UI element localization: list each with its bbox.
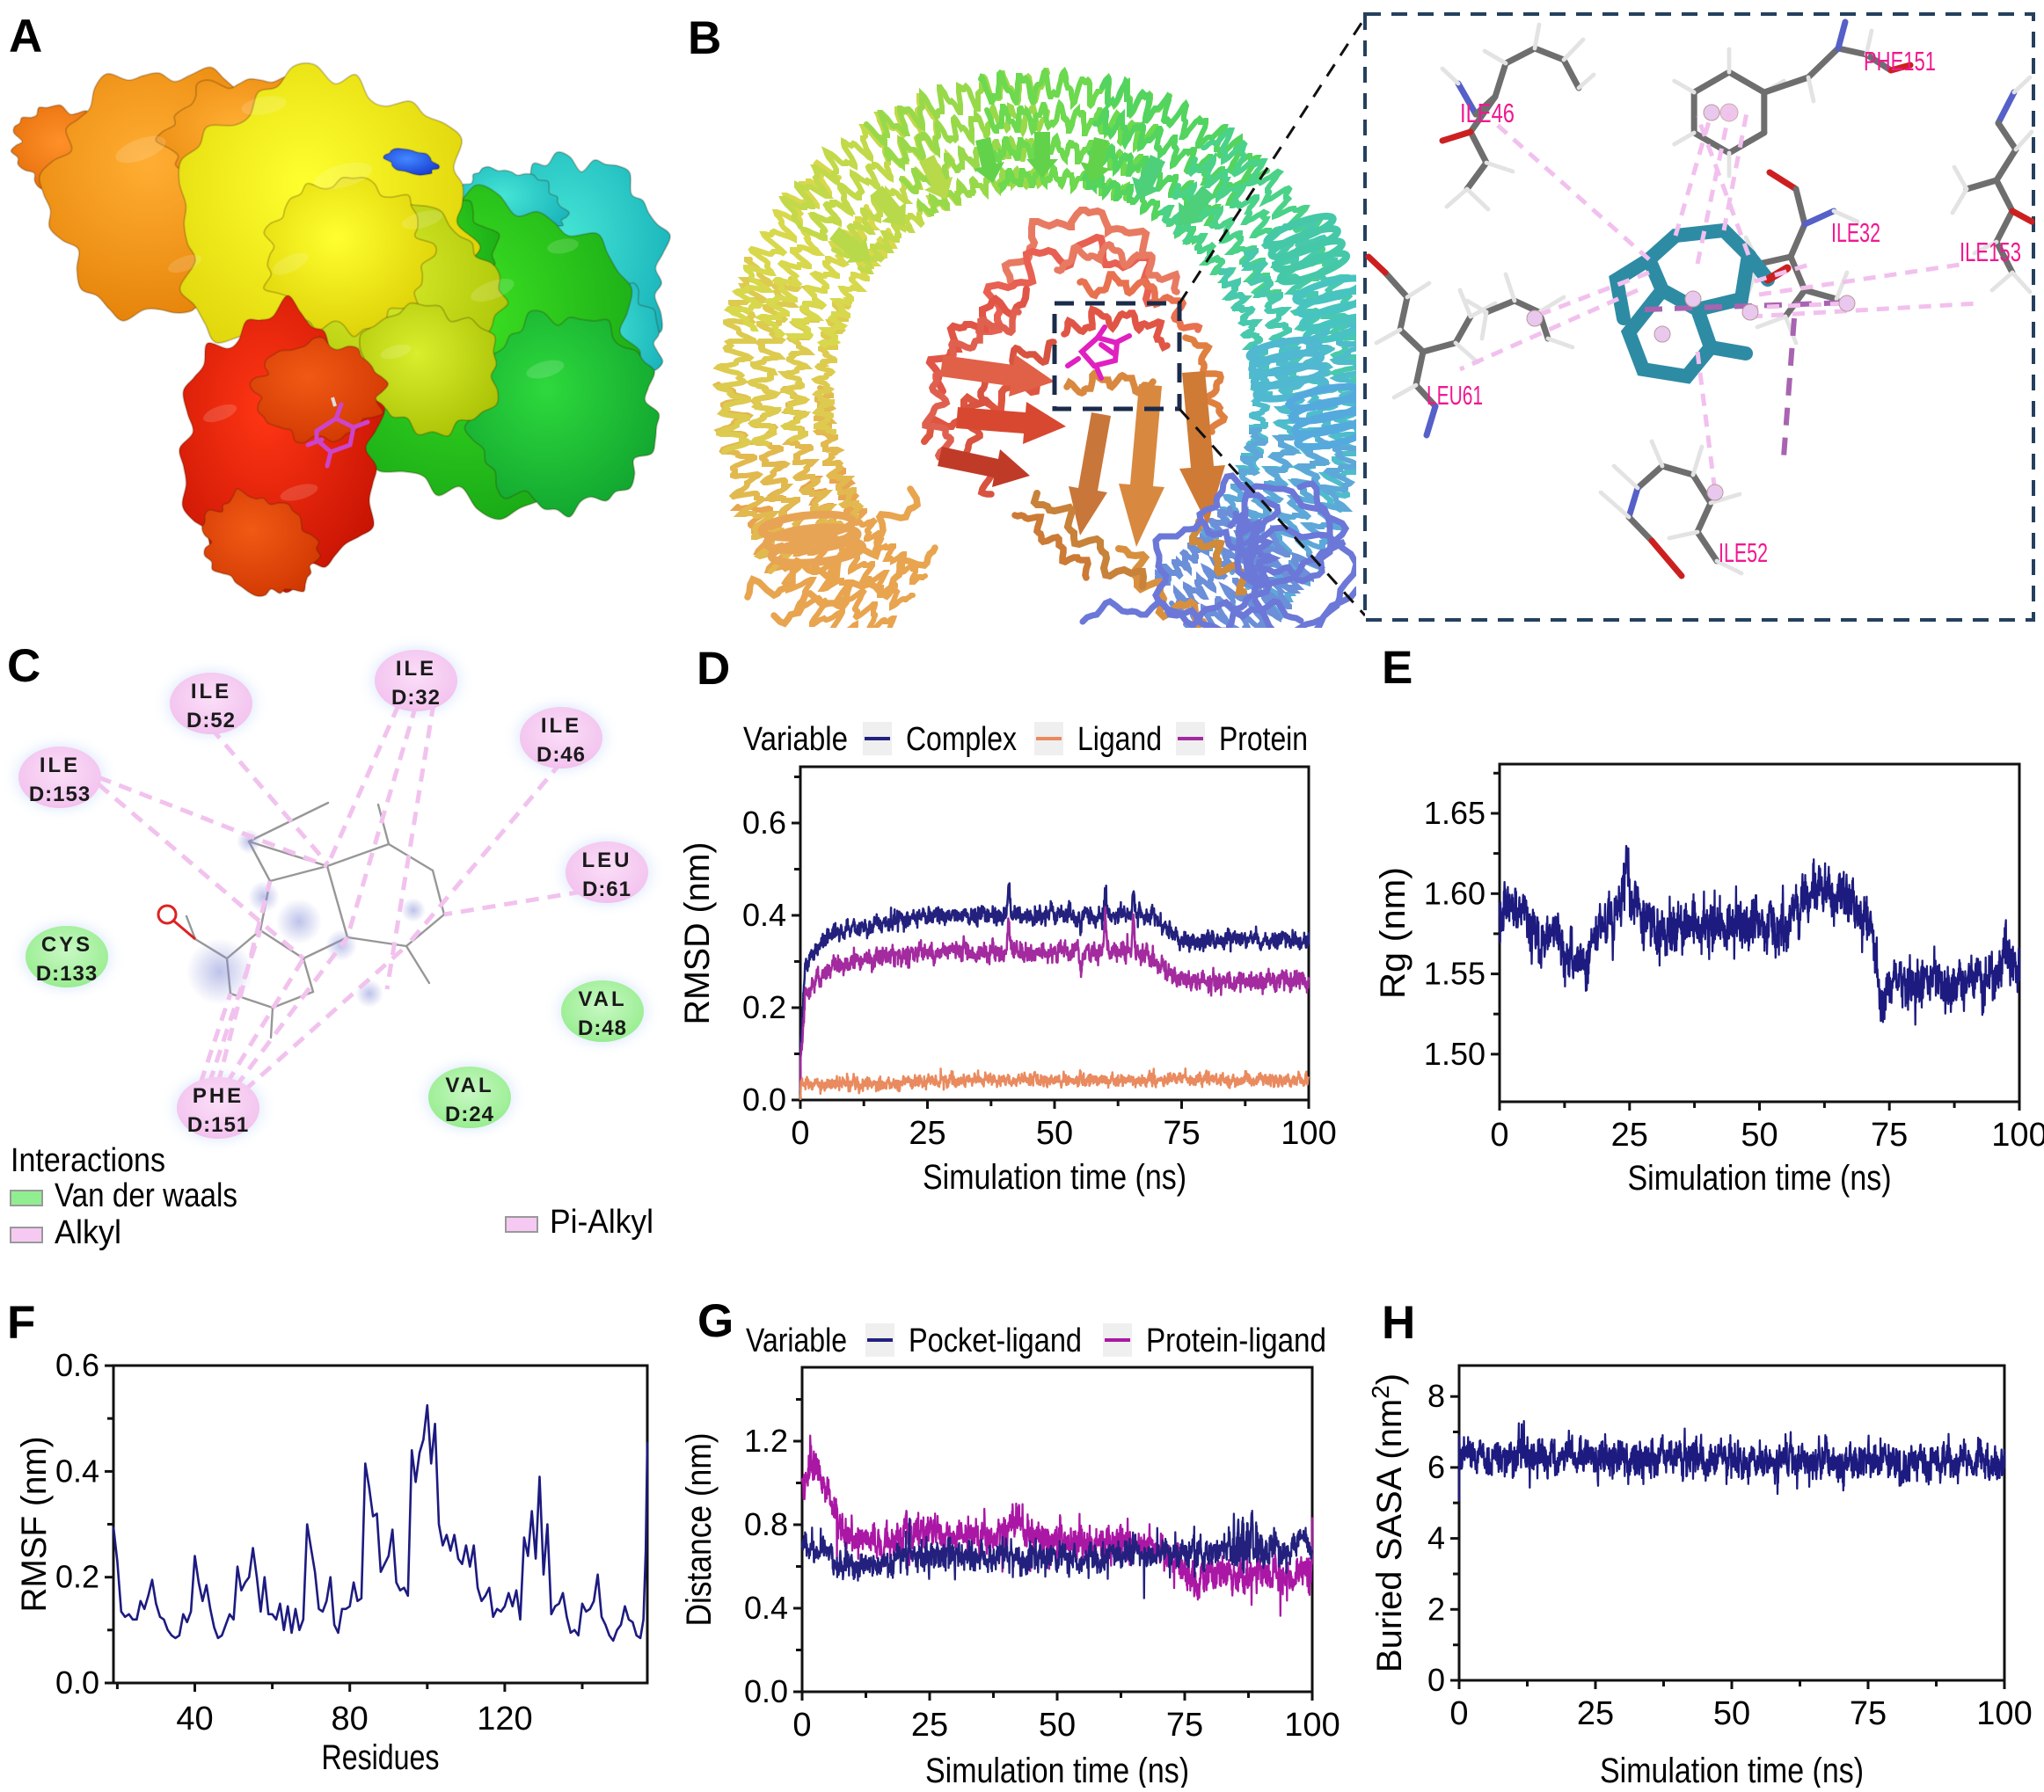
svg-text:D: D (697, 643, 730, 695)
svg-text:100: 100 (1284, 1707, 1340, 1744)
svg-text:Pi-Alkyl: Pi-Alkyl (550, 1204, 653, 1241)
svg-text:0.2: 0.2 (55, 1559, 99, 1595)
svg-text:D:48: D:48 (578, 1016, 627, 1040)
svg-text:25: 25 (1611, 1117, 1648, 1154)
svg-text:50: 50 (1741, 1117, 1778, 1154)
svg-text:LEU: LEU (582, 849, 632, 872)
svg-text:0: 0 (1427, 1662, 1445, 1698)
svg-text:1.65: 1.65 (1424, 795, 1486, 831)
svg-text:ILE153: ILE153 (1960, 237, 2021, 267)
svg-text:Distance (nm): Distance (nm) (680, 1433, 719, 1627)
svg-text:ILE52: ILE52 (1719, 537, 1768, 568)
svg-text:ILE: ILE (191, 680, 231, 703)
svg-text:PHE151: PHE151 (1864, 46, 1936, 76)
svg-text:Van der waals: Van der waals (55, 1177, 237, 1214)
svg-text:0.0: 0.0 (55, 1665, 99, 1701)
svg-text:D:133: D:133 (36, 962, 98, 986)
svg-text:D:61: D:61 (582, 878, 631, 901)
svg-text:Pocket-ligand: Pocket-ligand (909, 1322, 1082, 1359)
svg-text:1.60: 1.60 (1424, 875, 1486, 911)
svg-text:RMSF (nm): RMSF (nm) (15, 1437, 54, 1613)
svg-text:0.4: 0.4 (742, 897, 786, 933)
svg-text:50: 50 (1713, 1695, 1750, 1732)
svg-text:0.4: 0.4 (744, 1590, 788, 1626)
svg-text:50: 50 (1036, 1115, 1073, 1152)
svg-text:Simulation time (ns): Simulation time (ns) (1628, 1159, 1892, 1198)
svg-text:F: F (7, 1297, 35, 1349)
svg-text:0.6: 0.6 (742, 805, 786, 841)
svg-text:Alkyl: Alkyl (55, 1214, 121, 1251)
svg-text:1.50: 1.50 (1424, 1036, 1486, 1072)
svg-text:6: 6 (1427, 1449, 1445, 1485)
svg-text:0: 0 (1490, 1117, 1508, 1154)
svg-text:Simulation time (ns): Simulation time (ns) (1600, 1752, 1864, 1788)
svg-text:50: 50 (1039, 1707, 1076, 1744)
svg-text:D:32: D:32 (391, 686, 441, 710)
svg-text:75: 75 (1871, 1117, 1908, 1154)
svg-text:G: G (697, 1295, 734, 1347)
svg-text:0.6: 0.6 (55, 1347, 99, 1383)
svg-text:2: 2 (1427, 1591, 1445, 1627)
svg-text:0: 0 (792, 1707, 811, 1744)
svg-text:Residues: Residues (322, 1738, 440, 1777)
svg-text:8: 8 (1427, 1378, 1445, 1414)
svg-text:1.2: 1.2 (744, 1423, 788, 1459)
svg-text:75: 75 (1166, 1707, 1203, 1744)
svg-text:CYS: CYS (41, 933, 92, 957)
svg-text:0.0: 0.0 (742, 1082, 786, 1118)
svg-text:100: 100 (1991, 1117, 2044, 1154)
svg-text:Simulation time (ns): Simulation time (ns) (923, 1158, 1186, 1197)
svg-text:Protein: Protein (1219, 721, 1308, 758)
svg-text:LEU61: LEU61 (1427, 380, 1483, 411)
svg-text:Interactions: Interactions (11, 1142, 165, 1179)
svg-text:4: 4 (1427, 1520, 1445, 1556)
svg-text:25: 25 (909, 1115, 945, 1152)
svg-text:Complex: Complex (906, 721, 1017, 758)
svg-text:100: 100 (1281, 1115, 1336, 1152)
svg-text:0: 0 (791, 1115, 809, 1152)
svg-text:D:151: D:151 (187, 1113, 249, 1137)
svg-text:ILE32: ILE32 (1831, 217, 1880, 248)
svg-text:D:153: D:153 (29, 783, 91, 806)
svg-text:0.0: 0.0 (744, 1673, 788, 1709)
svg-text:75: 75 (1850, 1695, 1887, 1732)
svg-text:40: 40 (176, 1701, 213, 1737)
svg-text:Protein-ligand: Protein-ligand (1146, 1322, 1326, 1359)
svg-text:25: 25 (1577, 1695, 1614, 1732)
svg-text:0.2: 0.2 (742, 989, 786, 1025)
svg-text:PHE: PHE (193, 1084, 244, 1108)
svg-text:Buried SASA (nm2): Buried SASA (nm2) (1367, 1373, 1409, 1672)
svg-text:0.4: 0.4 (55, 1453, 99, 1489)
svg-text:Rg (nm): Rg (nm) (1374, 867, 1413, 999)
svg-text:ILE: ILE (541, 714, 581, 738)
svg-text:Ligand: Ligand (1077, 721, 1162, 758)
svg-text:ILE: ILE (40, 754, 80, 777)
svg-text:C: C (7, 640, 40, 692)
svg-text:0: 0 (1449, 1695, 1468, 1732)
svg-text:VAL: VAL (578, 987, 626, 1011)
svg-text:Variable: Variable (746, 1322, 847, 1359)
svg-text:E: E (1382, 642, 1413, 694)
svg-text:ILE: ILE (396, 657, 436, 681)
svg-text:A: A (9, 11, 42, 62)
svg-text:D:52: D:52 (186, 709, 236, 732)
svg-text:ILE46: ILE46 (1460, 98, 1515, 128)
svg-text:D:24: D:24 (445, 1103, 494, 1126)
svg-text:75: 75 (1163, 1115, 1200, 1152)
svg-text:VAL: VAL (445, 1074, 493, 1097)
svg-text:RMSD (nm): RMSD (nm) (678, 842, 717, 1025)
svg-text:1.55: 1.55 (1424, 956, 1486, 992)
svg-text:120: 120 (477, 1701, 532, 1737)
svg-text:80: 80 (332, 1701, 369, 1737)
svg-text:Simulation time (ns): Simulation time (ns) (925, 1752, 1189, 1788)
svg-text:D:46: D:46 (537, 743, 586, 767)
svg-text:0.8: 0.8 (744, 1506, 788, 1542)
svg-text:H: H (1382, 1297, 1415, 1349)
svg-text:Variable: Variable (743, 721, 848, 758)
svg-text:100: 100 (1976, 1695, 2032, 1732)
svg-text:25: 25 (911, 1707, 948, 1744)
svg-text:B: B (688, 12, 721, 64)
